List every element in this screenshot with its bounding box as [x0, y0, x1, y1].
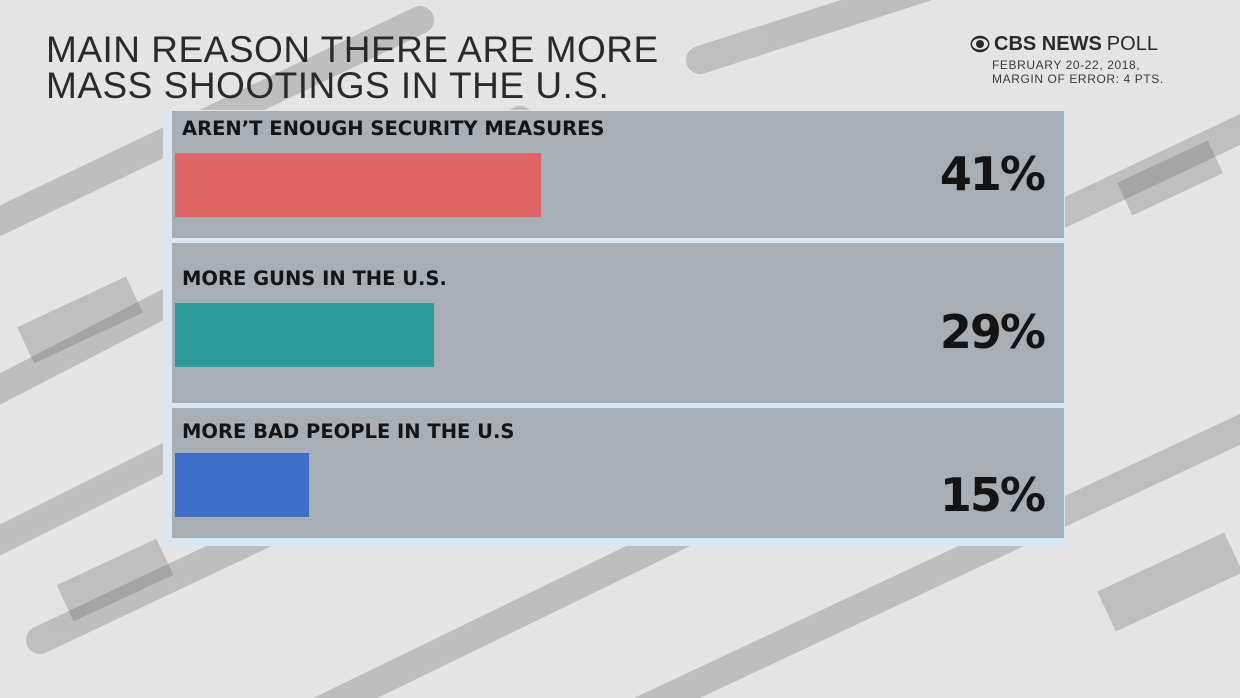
bar-row-security: AREN’T ENOUGH SECURITY MEASURES 41% — [172, 111, 1064, 238]
poll-branding: CBS NEWS POLL FEBRUARY 20-22, 2018, MARG… — [970, 34, 1180, 86]
cbs-eye-icon — [970, 35, 990, 53]
bar-bad-people — [175, 453, 309, 517]
poll-dates: FEBRUARY 20-22, 2018, — [992, 58, 1141, 72]
brand-suffix: POLL — [1106, 33, 1158, 55]
chart-title: MAIN REASON THERE ARE MORE MASS SHOOTING… — [46, 29, 659, 106]
bar-guns — [175, 303, 434, 367]
category-label: MORE BAD PEOPLE IN THE U.S — [182, 420, 515, 443]
bar-row-guns: MORE GUNS IN THE U.S. 29% — [172, 243, 1064, 403]
category-label: AREN’T ENOUGH SECURITY MEASURES — [182, 117, 605, 140]
value-label: 41% — [939, 147, 1046, 201]
brand-logo: CBS NEWS POLL — [970, 34, 1180, 54]
title-line-2: MASS SHOOTINGS IN THE U.S. — [46, 65, 610, 106]
poll-details: FEBRUARY 20-22, 2018, MARGIN OF ERROR: 4… — [970, 58, 1180, 86]
title-line-1: MAIN REASON THERE ARE MORE — [46, 29, 659, 70]
bar-security — [175, 153, 541, 217]
brand-name: CBS NEWS — [994, 33, 1102, 55]
bar-row-bad-people: MORE BAD PEOPLE IN THE U.S 15% — [172, 408, 1064, 538]
value-label: 15% — [939, 468, 1046, 522]
margin-of-error: MARGIN OF ERROR: 4 PTS. — [992, 72, 1164, 86]
value-label: 29% — [939, 305, 1046, 359]
category-label: MORE GUNS IN THE U.S. — [182, 267, 447, 290]
